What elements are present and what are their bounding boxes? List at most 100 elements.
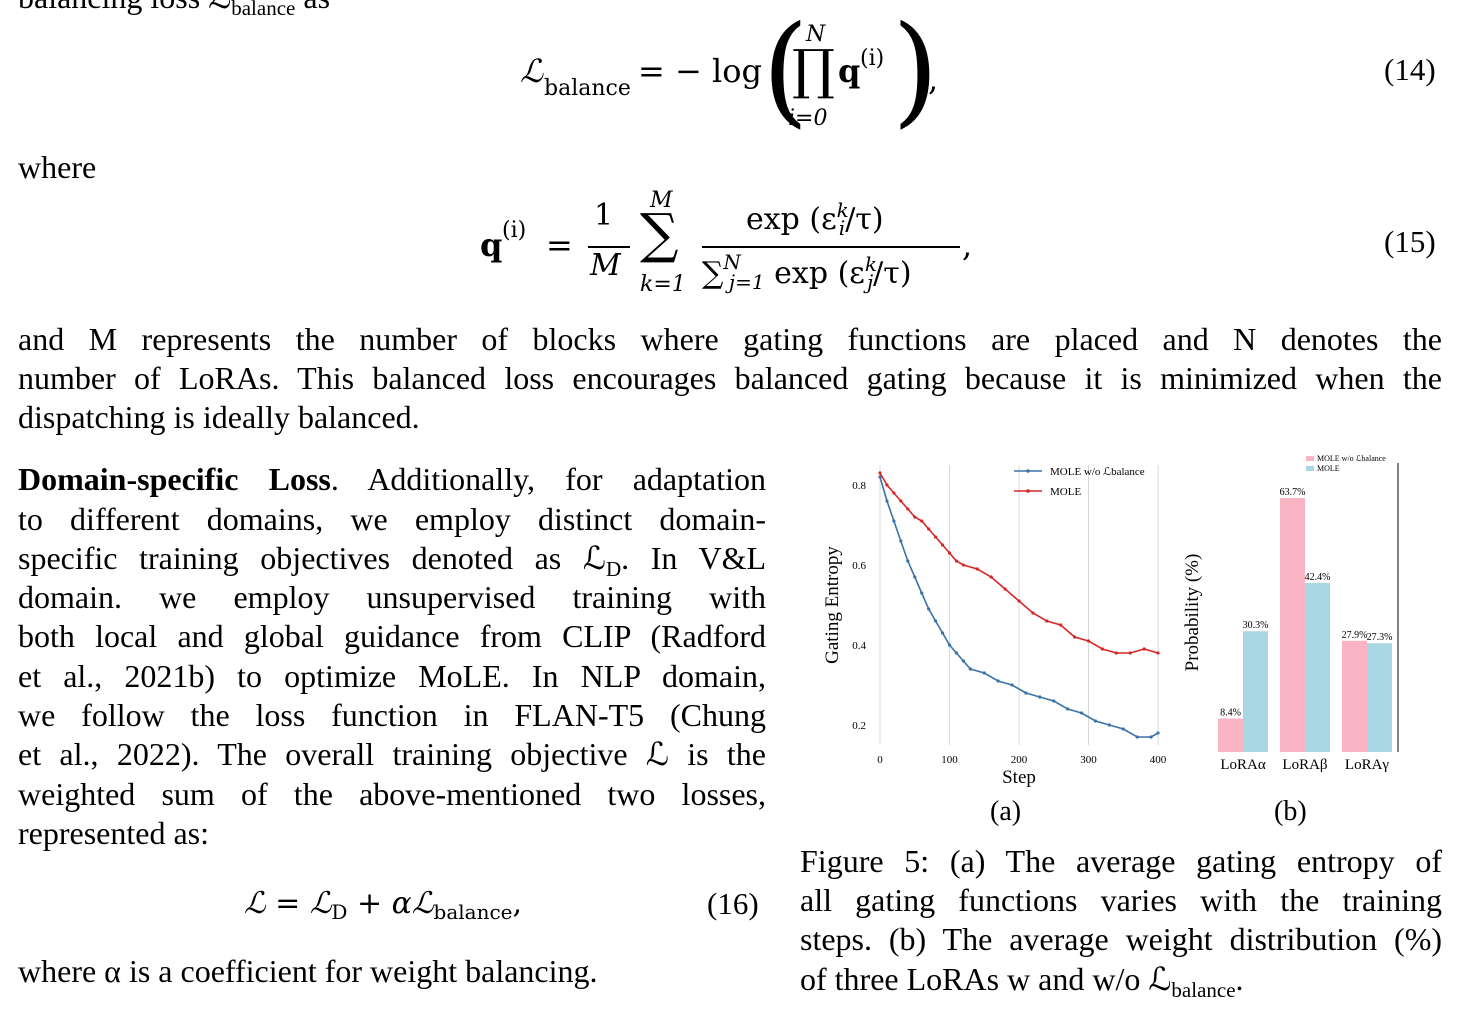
series-point-1 xyxy=(961,563,965,567)
legend-label: MOLE w/o ℒbalance xyxy=(1050,466,1145,478)
series-point-1 xyxy=(954,559,959,563)
paragraph-2-line-3-text: specific training objectives denoted as … xyxy=(18,540,606,576)
series-point-0 xyxy=(906,559,910,563)
series-point-1 xyxy=(878,471,882,475)
bar-value-label: 42.4% xyxy=(1305,572,1331,583)
paragraph-1-line-1: and M represents the number of blocks wh… xyxy=(18,321,1442,357)
legend-swatch xyxy=(1306,456,1314,461)
figure-caption-line-4-text: of three LoRAs w and w/o ℒ xyxy=(800,961,1172,997)
bar xyxy=(1243,631,1268,752)
eq15-den-sum: ∑ xyxy=(702,256,724,291)
figure-caption-sub: balance xyxy=(1171,978,1236,1002)
paragraph-1-line-3: dispatching is ideally balanced. xyxy=(18,399,420,435)
legend-label: MOLE w/o ℒbalance xyxy=(1317,455,1386,463)
eq15-den: ∑Nj=1 exp (εkj/τ) xyxy=(702,250,912,294)
section-heading: Domain-specific Loss xyxy=(18,461,331,497)
series-point-0 xyxy=(1107,723,1111,727)
series-point-0 xyxy=(899,539,903,543)
figure-caption-end: . xyxy=(1235,961,1244,997)
series-point-0 xyxy=(885,499,889,503)
series-point-1 xyxy=(1045,619,1049,623)
eq15-num-end: /τ) xyxy=(845,202,884,237)
series-point-1 xyxy=(906,507,910,511)
paragraph-2-line-10: represented as: xyxy=(18,815,210,851)
series-point-0 xyxy=(1156,731,1160,735)
eq15-den-main: exp (ε xyxy=(774,256,865,291)
eq14-q-sup: (i) xyxy=(860,46,885,71)
eq15-number: (15) xyxy=(1384,224,1436,259)
paragraph-2-line-6: et al., 2021b) to optimize MoLE. In NLP … xyxy=(18,658,766,694)
entropy-line-chart: 0 100 200 300 400 0.2 0.4 0.6 0.8 Step Gating Entr… xyxy=(822,465,1167,788)
eq16-end: , xyxy=(512,886,523,921)
figure-caption-line-1: Figure 5: (a) The average gating entropy… xyxy=(800,843,1442,879)
series-point-1 xyxy=(1156,651,1160,655)
where-label: where xyxy=(18,149,97,185)
eq15-den-sup: k xyxy=(864,252,877,276)
x-tick-label: 100 xyxy=(941,754,958,766)
series-point-0 xyxy=(913,575,917,579)
series-point-0 xyxy=(947,643,952,647)
bar-value-label: 30.3% xyxy=(1243,620,1269,631)
series-point-1 xyxy=(1073,635,1077,639)
series-point-1 xyxy=(885,483,889,487)
eq16-text: ℒ = ℒ xyxy=(244,886,332,921)
eq15-lhs-sup: (i) xyxy=(502,218,527,243)
series-point-1 xyxy=(940,543,945,547)
bar-value-label: 27.9% xyxy=(1342,630,1368,641)
eq14-q: q xyxy=(838,52,861,90)
eq14-number: (14) xyxy=(1384,52,1436,87)
series-point-0 xyxy=(982,671,986,675)
eq15-den-sum-sup: N xyxy=(723,250,741,274)
series-point-0 xyxy=(1010,683,1014,687)
series-point-0 xyxy=(1135,735,1139,739)
eq15-frac-line xyxy=(588,246,630,248)
eq14-lhs-sub: balance xyxy=(544,76,631,101)
figure-caption-line-2: all gating functions varies with the tra… xyxy=(800,882,1442,918)
series-point-1 xyxy=(892,491,896,495)
eq15-sum-top: M xyxy=(650,188,673,213)
x-tick-label: 0 xyxy=(877,754,883,766)
eq15-num-main: exp (ε xyxy=(746,202,837,237)
series-point-0 xyxy=(892,519,896,523)
series-point-1 xyxy=(934,535,938,539)
eq15-den-end: /τ) xyxy=(873,256,912,291)
series-point-1 xyxy=(1142,647,1146,651)
eq15-num-sub: i xyxy=(838,216,846,240)
probability-bar-chart: Probability (%) 8.4% 30.3% LoRAα 63.7% 42.4% L… xyxy=(1182,455,1399,773)
series-point-1 xyxy=(1100,647,1104,651)
paragraph-1-line-2: number of LoRAs. This balanced loss enco… xyxy=(18,360,1442,396)
x-axis-label: Step xyxy=(1002,767,1036,788)
paragraph-2-line-3-sub: D xyxy=(605,557,622,581)
legend-label: MOLE xyxy=(1050,486,1081,498)
top-fragment: balancing loss ℒbalance as xyxy=(18,0,330,20)
eq14-prod-symbol: ∏ xyxy=(792,38,835,101)
series-point-0 xyxy=(968,667,972,671)
x-tick-label: 200 xyxy=(1011,754,1028,766)
equation-14: ℒ balance = − log ( N ∏ i=0 q (i) ) , xyxy=(520,11,940,132)
eq15-num-sup: k xyxy=(836,198,849,222)
x-tick-label: 400 xyxy=(1150,754,1167,766)
paragraph-2-line-1: Domain-specific Loss. Additionally, for … xyxy=(18,460,766,500)
eq14-prod-bottom: i=0 xyxy=(788,106,828,131)
eq16-number: (16) xyxy=(707,886,759,921)
y-axis-label: Gating Entropy xyxy=(822,546,843,664)
paragraph-2-line-3: specific training objectives denoted as … xyxy=(18,539,766,590)
series-point-1 xyxy=(1017,599,1021,603)
y-tick-label: 0.6 xyxy=(852,560,866,572)
series-point-0 xyxy=(1024,691,1028,695)
eq15-den-sum-sub: j=1 xyxy=(728,270,765,294)
series-point-0 xyxy=(1093,719,1098,723)
equation-15: q (i) = 1 M M ∑ k=1 exp (εki/τ) ∑Nj=1 ex… xyxy=(480,188,1000,303)
series-point-0 xyxy=(1149,735,1153,739)
eq15-den-sub: j xyxy=(866,270,874,294)
eq14-comma: , xyxy=(928,60,939,98)
series-point-1 xyxy=(1031,611,1035,615)
series-point-1 xyxy=(913,515,917,519)
eq15-main-frac-line xyxy=(702,246,960,248)
eq14-right-paren: ) xyxy=(892,1,939,140)
series-point-1 xyxy=(1128,651,1132,655)
series-point-1 xyxy=(1003,587,1007,591)
eq15-frac-num: 1 xyxy=(594,198,614,233)
bar xyxy=(1342,640,1367,752)
series-point-0 xyxy=(1052,699,1056,703)
